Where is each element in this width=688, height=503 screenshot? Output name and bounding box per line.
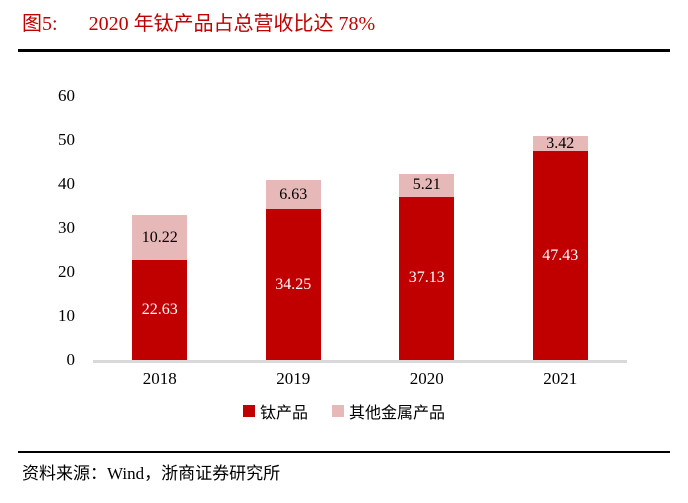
legend-swatch [242, 405, 255, 417]
bar-value-label: 37.13 [408, 269, 445, 287]
bar-value-label: 6.63 [279, 185, 308, 203]
figure-title-text: 2020 年钛产品占总营收比达 78% [88, 13, 376, 35]
bar-value-label: 47.43 [542, 246, 579, 264]
y-axis-tick-label: 10 [58, 306, 75, 325]
footer-divider-line [18, 451, 670, 453]
title-divider-line [18, 49, 670, 52]
legend-item: 其他金属产品 [332, 399, 445, 423]
source-text: 资料来源：Wind，浙商证券研究所 [22, 464, 281, 483]
figure-number-label: 图5: [22, 13, 58, 35]
bar-value-label: 3.42 [546, 134, 575, 152]
bar-value-label: 10.22 [141, 228, 178, 246]
bar-value-label: 5.21 [412, 176, 441, 194]
bar-segment-secondary: 10.22 [132, 215, 188, 261]
y-axis-tick-label: 0 [66, 350, 76, 369]
bar-value-label: 22.63 [141, 301, 178, 319]
bar-segment-primary: 34.25 [265, 209, 321, 360]
y-axis-tick-label: 20 [58, 262, 75, 281]
y-axis-tick-label: 50 [58, 130, 75, 149]
y-axis-tick-label: 40 [58, 174, 75, 193]
y-axis-tick-label: 60 [58, 86, 75, 105]
legend-swatch [332, 405, 344, 417]
x-axis-label: 2020 [409, 369, 444, 388]
legend-item: 钛产品 [242, 399, 308, 423]
chart-legend: 钛产品 其他金属产品 [0, 399, 688, 423]
bar-segment-primary: 47.43 [532, 151, 588, 360]
bar-segment-primary: 22.63 [132, 260, 188, 360]
x-axis-line [93, 360, 627, 363]
bar-segment-primary: 37.13 [399, 196, 455, 360]
x-axis-label: 2018 [142, 369, 177, 388]
bar-segment-secondary: 3.42 [532, 134, 588, 152]
y-axis-tick-label: 30 [58, 218, 75, 237]
x-axis-label: 2019 [276, 369, 311, 388]
legend-label: 其他金属产品 [349, 405, 446, 422]
x-axis-label: 2021 [543, 369, 578, 388]
figure-title: 图5: 2020 年钛产品占总营收比达 78% [22, 11, 375, 37]
bar-value-label: 34.25 [275, 275, 312, 293]
bar-segment-secondary: 5.21 [399, 173, 455, 197]
bar-segment-secondary: 6.63 [265, 180, 321, 210]
legend-label: 钛产品 [259, 405, 308, 422]
